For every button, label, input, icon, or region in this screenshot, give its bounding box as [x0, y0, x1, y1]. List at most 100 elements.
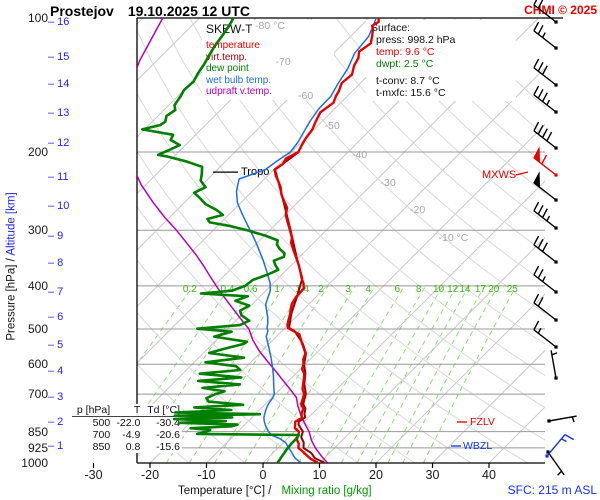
altitude-tick-label: – 14 — [48, 78, 70, 90]
legend-items: temperature virt.temp. dew point wet bulb t… — [206, 40, 330, 98]
legend-item: virt.temp. — [206, 51, 248, 63]
page-title: Prostejov 19.10.2025 12 UTC — [50, 3, 250, 19]
legend-item: temperature — [206, 40, 260, 51]
mixing-ratio-label: 4 — [365, 284, 371, 295]
table-cell: -15.6 — [156, 441, 180, 453]
x-axis-title: Temperature [°C] / Mixing ratio [g/kg] — [178, 485, 372, 497]
dry-adiabat-line — [306, 18, 545, 254]
table-row: 500 -22.0 -30.4 — [72, 417, 182, 429]
surface-press: press: 998.2 hPa — [376, 34, 456, 46]
mixing-ratio-label: 1.4 — [295, 284, 310, 295]
surface-tmxfc: t-mxfc: 15.6 °C — [376, 87, 446, 99]
legend-item: wet bulb temp. — [206, 74, 272, 86]
temp-tick-label: 30 — [425, 468, 440, 482]
table-cell: 0.8 — [125, 441, 141, 453]
station-name: Prostejov — [50, 3, 114, 19]
mixing-ratio-line — [402, 285, 499, 463]
levels-table: p [hPa] T Td [°C] 500 -22.0 -30.4 700 -4.9 -20.… — [72, 404, 182, 453]
mixing-ratio-label: 0.6 — [243, 284, 258, 295]
altitude-tick-label: – 1 — [48, 440, 64, 452]
mixing-ratio-label: 0.4 — [220, 284, 235, 295]
surface-box-title: Surface: — [371, 22, 411, 34]
table-cell: -4.9 — [122, 429, 141, 441]
table-row: 700 -4.9 -20.6 — [72, 429, 182, 441]
table-cell: 850 — [92, 441, 111, 453]
mixing-ratio-label: 1 — [274, 284, 280, 295]
altitude-tick-label: – 9 — [48, 230, 64, 242]
mixing-ratio-label: 14 — [459, 284, 471, 295]
temp-tick-label: 20 — [369, 468, 383, 482]
isotherm-label: -80 °C — [255, 20, 285, 32]
levels-table-header-cell: Td [°C] — [142, 404, 182, 417]
altitude-tick-label: – 16 — [48, 16, 70, 28]
legend-item: dew point — [206, 63, 249, 74]
freezing-level-label: FZLV — [470, 416, 495, 428]
tropopause-label: Tropo — [241, 166, 270, 178]
mixing-ratio-label: 8 — [415, 284, 422, 295]
surface-tconv: t-conv: 8.7 °C — [376, 75, 440, 87]
isotherm-label: -20 — [410, 204, 426, 216]
surface-temp: temp: 9.6 °C — [376, 46, 435, 58]
table-cell: -20.6 — [156, 429, 180, 441]
isotherm-line — [375, 293, 545, 463]
surface-dwpt: dwpt: 2.5 °C — [376, 58, 434, 70]
dry-adiabat-line — [277, 18, 545, 284]
temp-tick-label: -30 — [84, 468, 103, 482]
mixing-ratio-label: 3 — [345, 284, 351, 295]
levels-table-header-cell: p [hPa] — [72, 404, 113, 417]
pressure-tick-label: 500 — [27, 322, 48, 337]
copyright-text: CHMI © 2025 — [524, 3, 597, 17]
surface-info-box: Surface: press: 998.2 hPa temp: 9.6 °C d… — [366, 20, 516, 101]
isotherm-label: -40 — [352, 149, 368, 161]
pressure-tick-label: 925 — [27, 440, 48, 455]
pressure-tick-label: 850 — [27, 424, 48, 439]
sounding-datetime: 19.10.2025 12 UTC — [127, 3, 251, 19]
pressure-tick-label: 300 — [27, 223, 48, 238]
altitude-tick-label: – 4 — [48, 365, 64, 377]
mixing-ratio-label: 6 — [394, 284, 401, 295]
isotherm-label: -60 — [298, 90, 314, 102]
pressure-tick-label: 700 — [27, 387, 48, 402]
temp-tick-label: -20 — [140, 468, 160, 482]
temp-tick-label: 40 — [482, 468, 496, 482]
mixing-ratio-label: 25 — [506, 284, 518, 295]
station-elevation-label: SFC: 215 m ASL — [507, 483, 597, 497]
x-axis-title-mixing: Mixing ratio [g/kg] — [281, 485, 372, 497]
altitude-tick-label: – 8 — [48, 257, 64, 269]
table-cell: -22.0 — [116, 417, 141, 429]
mixing-ratio-label: 17 — [474, 284, 487, 295]
mixing-ratio-label: 2 — [318, 284, 324, 295]
table-row: 850 0.8 -15.6 — [72, 441, 182, 453]
pressure-tick-label: 100 — [27, 11, 48, 25]
altitude-tick-label: – 7 — [48, 286, 64, 298]
y-axis-title: Pressure [hPa] / Altitude [km] — [6, 167, 21, 367]
temp-tick-label: -10 — [197, 468, 216, 482]
altitude-tick-label: – 15 — [48, 51, 70, 63]
temp-tick-label: 10 — [312, 468, 327, 482]
isotherm-label: -70 — [275, 56, 291, 68]
table-cell: -30.4 — [156, 417, 180, 429]
isotherm-label: -50 — [324, 120, 340, 132]
table-cell: 500 — [92, 417, 111, 429]
mixing-ratio-label: 12 — [447, 284, 459, 295]
levels-table-header: p [hPa] T Td [°C] — [72, 404, 182, 417]
altitude-tick-label: – 13 — [48, 107, 70, 119]
pressure-tick-label: 1000 — [21, 456, 48, 470]
altitude-tick-label: – 2 — [48, 416, 64, 428]
mixing-ratio-label: 0.2 — [182, 284, 197, 295]
mixing-ratio-line — [422, 285, 517, 463]
altitude-tick-label: – 12 — [48, 137, 70, 149]
temp-tick-label: 0 — [259, 468, 267, 482]
pressure-tick-label: 600 — [27, 357, 48, 372]
altitude-tick-label: – 5 — [48, 339, 64, 351]
isotherm-label: -10 °C — [438, 232, 469, 244]
isotherm-line — [432, 349, 545, 463]
isotherm-label: -30 — [380, 177, 396, 189]
y-axis-title-sep: / — [5, 255, 18, 265]
pressure-tick-label: 200 — [27, 144, 48, 159]
pressure-tick-label: 400 — [27, 278, 48, 293]
table-cell: 700 — [92, 429, 111, 441]
mixing-ratio-label: 10 — [432, 284, 445, 295]
